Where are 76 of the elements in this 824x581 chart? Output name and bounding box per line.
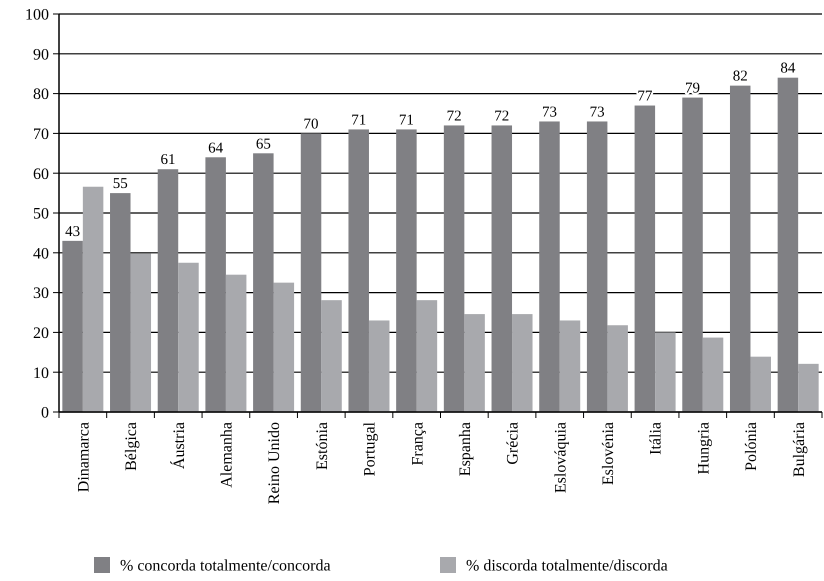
y-tick-label: 100	[25, 6, 49, 24]
bar	[396, 129, 417, 412]
bar	[130, 254, 152, 412]
bar	[750, 356, 771, 412]
bar	[300, 133, 322, 412]
bar	[730, 86, 750, 412]
y-tick-label: 40	[33, 245, 49, 262]
y-tick-label: 30	[33, 285, 49, 302]
x-tick-label: Estónia	[314, 422, 331, 470]
data-label: 82	[732, 68, 748, 85]
bar	[205, 157, 226, 412]
x-tick-label: Bulgária	[790, 422, 808, 478]
data-label: 70	[304, 116, 319, 132]
data-label: 71	[351, 112, 366, 128]
bar	[110, 193, 131, 412]
bar	[702, 338, 724, 412]
bar	[416, 300, 438, 412]
data-label: 55	[112, 176, 128, 192]
bar	[492, 125, 512, 412]
y-tick-label: 50	[33, 206, 49, 223]
data-label: 61	[160, 152, 176, 168]
bar	[682, 98, 703, 412]
x-tick-label: Alemanha	[218, 422, 236, 488]
bar	[655, 332, 676, 412]
data-label: 43	[65, 224, 80, 240]
x-tick-label: Áustria	[170, 422, 188, 470]
x-tick-label: Eslovénia	[600, 422, 618, 486]
data-label: 71	[398, 112, 414, 128]
bar	[512, 314, 533, 412]
bar	[634, 106, 656, 412]
y-tick-label: 80	[33, 86, 49, 104]
data-label: 72	[494, 108, 510, 124]
x-tick-label: França	[409, 422, 426, 466]
y-tick-label: 20	[33, 325, 49, 342]
bar	[778, 78, 798, 412]
x-tick-label: Espanha	[456, 422, 474, 476]
bar	[368, 320, 390, 412]
bar	[560, 320, 580, 412]
bar	[464, 314, 485, 412]
y-tick-label: 60	[33, 166, 49, 183]
legend-label: % concorda totalmente/concorda	[120, 558, 331, 575]
x-tick-label: Bélgica	[123, 422, 140, 471]
data-label: 72	[446, 108, 462, 124]
bar	[798, 364, 819, 412]
bar	[226, 274, 246, 412]
data-label: 64	[208, 140, 224, 156]
x-tick-label: Eslováquia	[552, 422, 570, 494]
x-tick-label: Reino Unido	[266, 422, 284, 504]
data-label: 73	[542, 104, 557, 120]
bar	[253, 153, 274, 412]
bar	[444, 125, 464, 412]
bar	[62, 240, 83, 412]
y-tick-label: 90	[33, 46, 49, 64]
x-tick-label: Hungria	[695, 422, 712, 474]
bar	[158, 169, 178, 412]
x-tick-label: Grécia	[504, 422, 522, 465]
data-label: 65	[256, 136, 271, 152]
bar	[607, 325, 628, 412]
x-tick-label: Portugal	[362, 421, 379, 476]
data-label: 84	[780, 60, 796, 77]
data-label: 79	[685, 80, 700, 97]
bar	[348, 129, 369, 412]
bar	[586, 121, 608, 412]
legend-label: % discorda totalmente/discorda	[466, 558, 668, 575]
bar	[274, 282, 294, 412]
y-tick-label: 0	[41, 404, 49, 422]
x-tick-label: Itália	[648, 422, 665, 455]
bar	[539, 121, 560, 412]
y-tick-label: 10	[33, 364, 49, 382]
bar	[321, 300, 342, 412]
x-tick-label: Polónia	[743, 422, 760, 471]
x-tick-label: Dinamarca	[75, 422, 92, 492]
bar	[82, 186, 104, 412]
data-label: 73	[590, 104, 605, 120]
y-tick-label: 70	[33, 126, 49, 143]
bar	[178, 262, 199, 412]
